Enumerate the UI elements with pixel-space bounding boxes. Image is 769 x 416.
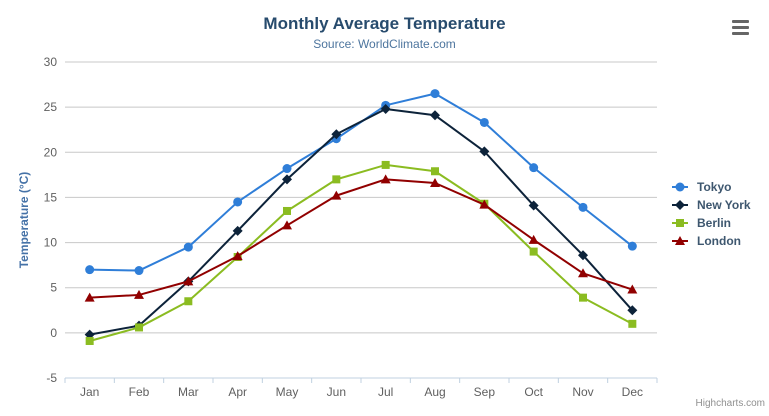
x-tick-label: Jul (378, 385, 393, 399)
series-line (88, 92, 634, 272)
legend: Tokyo New York Berlin London (672, 178, 751, 250)
data-point-marker[interactable] (332, 175, 341, 184)
x-tick-label: Jan (80, 385, 99, 399)
data-point-marker[interactable] (579, 293, 587, 302)
chart-subtitle: Source: WorldClimate.com (313, 37, 456, 51)
legend-marker-diamond-icon (672, 200, 688, 210)
series-line (88, 107, 634, 336)
legend-label: New York (697, 198, 751, 212)
data-point-marker[interactable] (430, 177, 440, 187)
hamburger-icon (732, 32, 749, 35)
data-point-marker[interactable] (430, 89, 440, 99)
series-tokyo[interactable] (85, 89, 637, 276)
data-point-marker[interactable] (183, 242, 193, 252)
x-tick-label: May (276, 385, 299, 399)
data-point-marker[interactable] (528, 200, 539, 211)
data-point-marker[interactable] (232, 225, 243, 236)
data-point-marker[interactable] (529, 247, 538, 256)
data-point-marker[interactable] (282, 174, 292, 185)
x-tick-label: Sep (474, 385, 496, 399)
legend-item-berlin[interactable]: Berlin (672, 214, 751, 232)
y-axis-labels: -5 0 5 10 15 20 25 30 (44, 55, 58, 385)
data-point-marker[interactable] (184, 297, 193, 306)
hamburger-icon (732, 26, 749, 29)
x-axis-labels: Jan Feb Mar Apr May Jun Jul Aug Sep Oct Nov Dec (80, 385, 643, 399)
y-tick-label: 25 (44, 100, 58, 114)
data-point-marker[interactable] (183, 276, 194, 286)
hamburger-icon (732, 20, 749, 23)
data-point-marker[interactable] (627, 305, 638, 316)
chart-context-menu-button[interactable] (732, 20, 751, 35)
y-tick-label: 0 (50, 326, 57, 340)
credits-link[interactable]: Highcharts.com (695, 398, 765, 409)
x-tick-label: Jun (327, 385, 346, 399)
data-point-marker[interactable] (528, 234, 539, 244)
legend-item-london[interactable]: London (672, 232, 751, 250)
y-gridlines (65, 61, 657, 379)
data-point-marker[interactable] (283, 206, 291, 215)
y-tick-label: -5 (46, 371, 57, 385)
series-new-york[interactable] (84, 103, 638, 340)
data-point-marker (675, 182, 685, 192)
data-point-marker[interactable] (134, 289, 144, 299)
data-point-marker[interactable] (380, 103, 391, 114)
x-tick-label: Apr (228, 385, 247, 399)
data-point-marker[interactable] (282, 164, 292, 174)
x-tick-label: Oct (524, 385, 543, 399)
data-point-marker[interactable] (529, 163, 539, 173)
x-tick-label: Feb (129, 385, 150, 399)
data-point-marker[interactable] (479, 199, 490, 209)
x-tick-label: Nov (572, 385, 593, 399)
data-point-marker[interactable] (84, 292, 95, 302)
y-axis-title: Temperature (°C) (17, 171, 31, 269)
data-point-marker[interactable] (628, 319, 637, 328)
y-tick-label: 20 (44, 145, 58, 159)
data-point-marker[interactable] (85, 336, 94, 345)
data-point-marker[interactable] (134, 266, 144, 276)
series-line (88, 163, 634, 342)
data-point-marker[interactable] (135, 323, 143, 332)
y-tick-label: 30 (44, 55, 58, 69)
legend-marker-square-icon (672, 219, 688, 227)
legend-item-tokyo[interactable]: Tokyo (672, 178, 751, 196)
y-tick-label: 10 (44, 236, 58, 250)
data-point-marker[interactable] (282, 220, 292, 230)
data-point-marker[interactable] (380, 174, 391, 184)
data-point-marker (675, 236, 685, 245)
chart-title: Monthly Average Temperature (263, 14, 506, 33)
data-point-marker[interactable] (578, 250, 588, 261)
data-point-marker[interactable] (479, 117, 489, 127)
data-point-marker[interactable] (578, 202, 588, 212)
series-london[interactable] (84, 174, 638, 302)
data-point-marker[interactable] (331, 190, 342, 200)
legend-label: London (697, 234, 741, 248)
x-tick-label: Dec (622, 385, 643, 399)
data-point-marker[interactable] (331, 129, 342, 140)
data-point-marker (676, 219, 684, 227)
y-tick-label: 5 (50, 281, 57, 295)
x-tick-label: Aug (424, 385, 445, 399)
series-line (88, 178, 634, 299)
data-point-marker[interactable] (578, 268, 588, 278)
data-point-marker[interactable] (627, 284, 638, 294)
data-point-marker[interactable] (233, 197, 243, 207)
data-point-marker[interactable] (627, 241, 637, 251)
data-point-marker (675, 200, 685, 210)
data-point-marker[interactable] (430, 110, 440, 121)
x-tick-label: Mar (178, 385, 199, 399)
legend-marker-circle-icon (672, 182, 688, 192)
data-point-marker[interactable] (381, 160, 390, 169)
legend-label: Berlin (697, 216, 732, 230)
legend-marker-triangle-icon (672, 236, 688, 245)
legend-label: Tokyo (697, 180, 732, 194)
x-axis (64, 377, 658, 383)
y-tick-label: 15 (44, 190, 58, 204)
data-point-marker[interactable] (232, 251, 243, 261)
data-point-marker[interactable] (431, 167, 439, 176)
data-point-marker[interactable] (85, 265, 95, 275)
data-point-marker[interactable] (479, 146, 490, 157)
legend-item-new-york[interactable]: New York (672, 196, 751, 214)
